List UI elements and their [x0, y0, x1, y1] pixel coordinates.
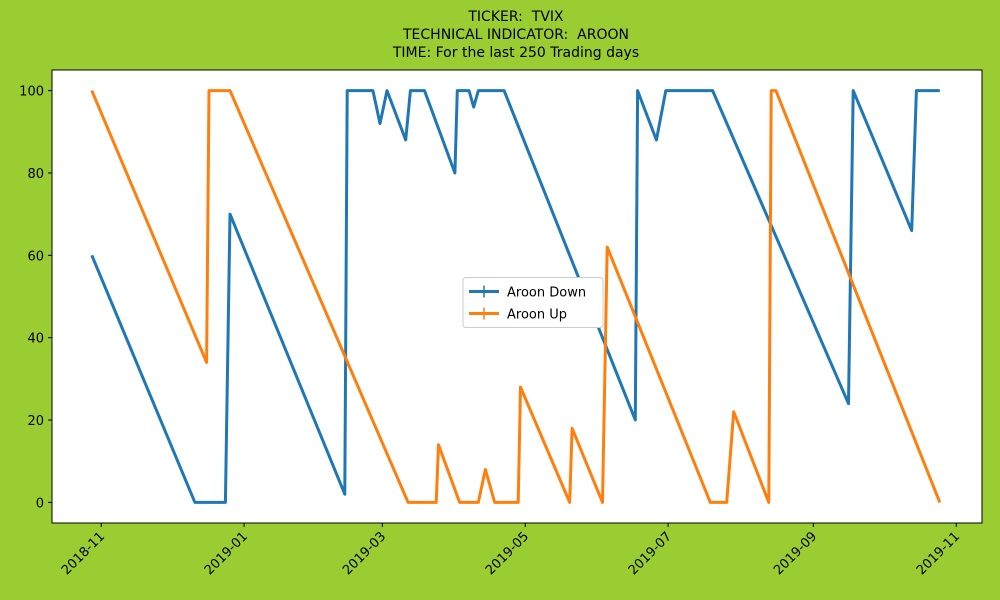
y-tick-label: 20 [27, 414, 44, 429]
x-tick-label: 2019-11 [914, 529, 963, 578]
y-tick-label: 0 [36, 496, 44, 511]
x-tick-label: 2019-09 [771, 529, 820, 578]
y-tick-label: 100 [19, 85, 44, 100]
x-tick-label: 2018-11 [59, 529, 108, 578]
x-tick-label: 2019-07 [626, 529, 675, 578]
legend-label: Aroon Up [507, 308, 567, 323]
y-tick-label: 40 [27, 332, 44, 347]
chart-title: TIME: For the last 250 Trading days [392, 45, 639, 61]
y-tick-label: 60 [27, 249, 44, 264]
x-tick-label: 2019-05 [483, 529, 532, 578]
chart-title: TICKER: TVIX [467, 9, 564, 25]
legend-label: Aroon Down [507, 286, 586, 301]
series-line [90, 89, 940, 504]
y-tick-label: 80 [27, 167, 44, 182]
legend: Aroon Down Aroon Up [462, 277, 604, 328]
x-tick-label: 2019-01 [202, 529, 251, 578]
series-line [90, 89, 942, 504]
x-tick-label: 2019-03 [340, 529, 389, 578]
chart-title: TECHNICAL INDICATOR: AROON [402, 27, 629, 43]
